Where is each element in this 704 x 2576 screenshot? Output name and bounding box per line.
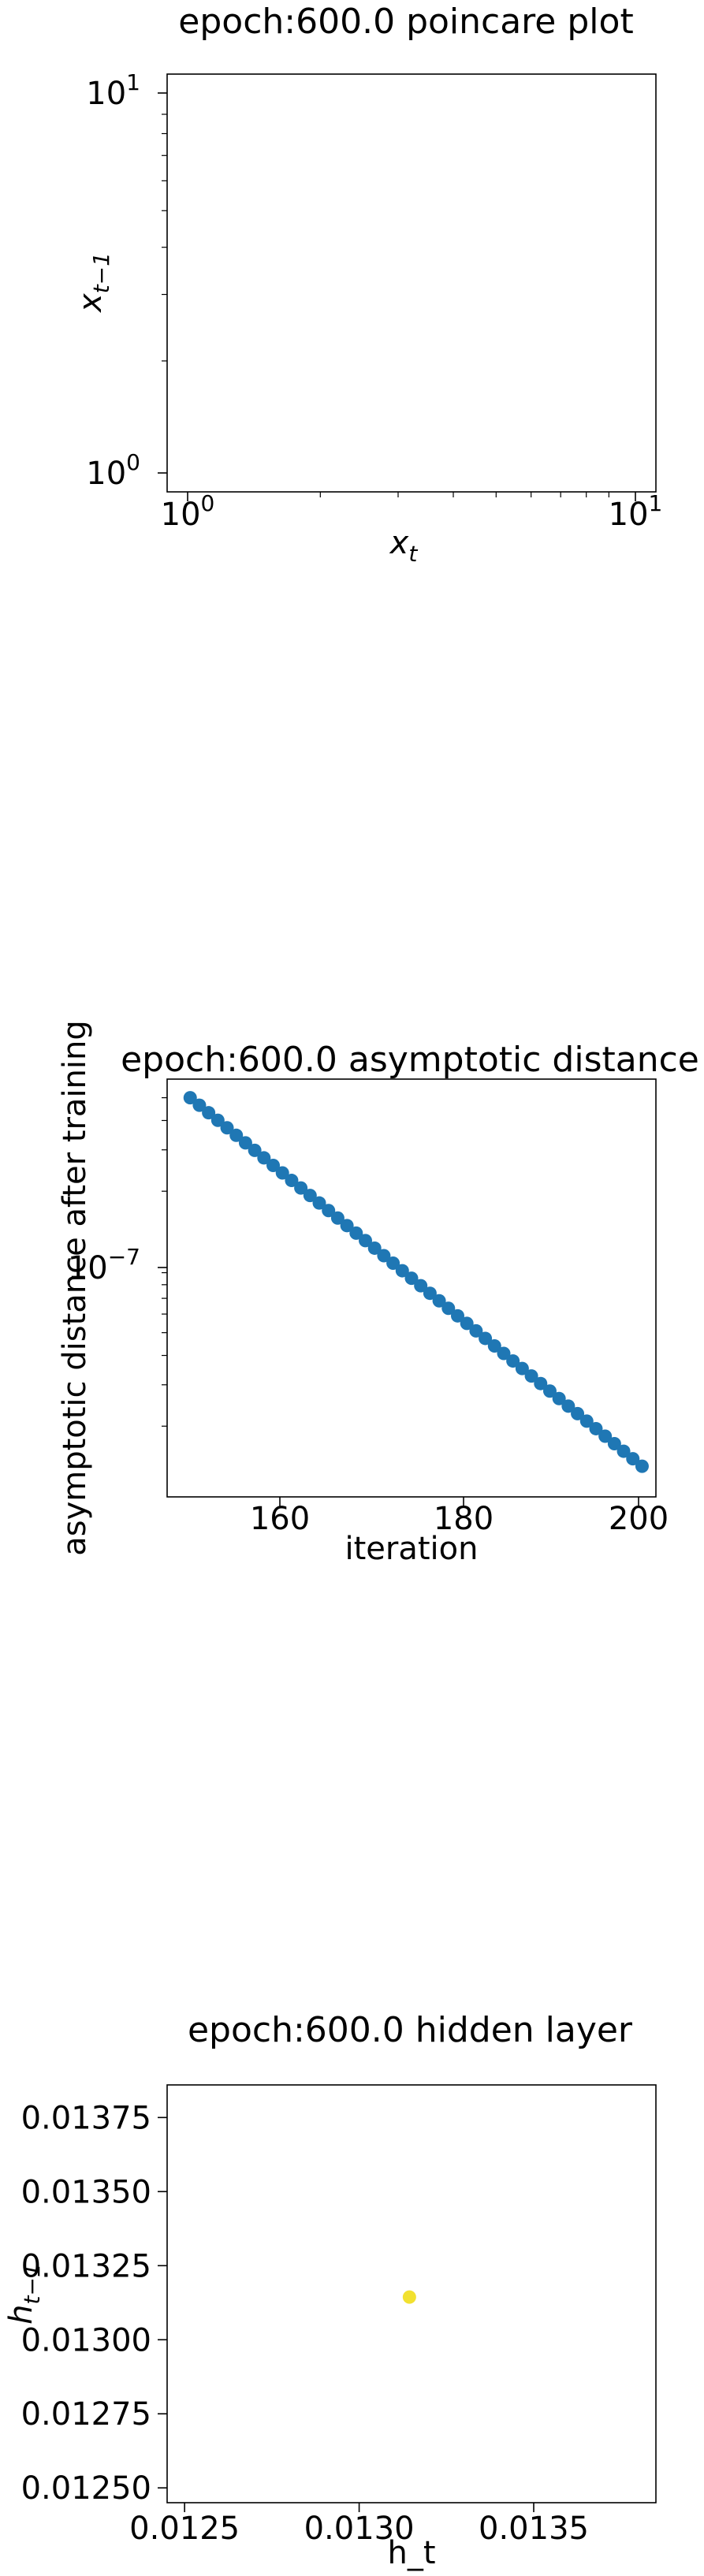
asymptotic-point <box>598 1429 613 1443</box>
asymptotic-point <box>460 1316 474 1331</box>
poincare-x-tick-label-2: 101 <box>609 490 663 533</box>
asymptotic-point <box>183 1091 197 1105</box>
hidden-layer-y-tick-label-3: 0.01300 <box>21 2322 151 2358</box>
asymptotic-point <box>579 1414 594 1428</box>
asymptotic-point <box>294 1181 308 1195</box>
asymptotic-point <box>285 1174 299 1188</box>
asymptotic-point <box>266 1158 281 1172</box>
hidden-layer-y-tick-label-2: 0.01275 <box>21 2396 151 2433</box>
asymptotic-point <box>349 1226 363 1240</box>
hidden-layer-x-tick-label-1: 0.0125 <box>129 2511 240 2547</box>
asymptotic-x-tick-label-2: 180 <box>434 1501 494 1537</box>
asymptotic-point <box>635 1459 649 1473</box>
hidden-layer-chart: epoch:600.0 hidden layer 0.0125 0.0130 0.0… <box>3 2010 657 2571</box>
asymptotic-minor-ticks <box>162 1097 167 1427</box>
asymptotic-point <box>450 1308 464 1323</box>
hidden-layer-x-tick-label-2: 0.0130 <box>304 2511 415 2547</box>
poincare-y-tick-label-2: 101 <box>86 69 140 112</box>
asymptotic-point <box>542 1384 557 1398</box>
asymptotic-point <box>414 1279 428 1293</box>
asymptotic-title: epoch:600.0 asymptotic distance <box>121 1040 699 1080</box>
asymptotic-point <box>515 1361 529 1375</box>
asymptotic-point <box>322 1204 336 1218</box>
hidden-layer-plot-frame <box>166 2084 657 2503</box>
asymptotic-x-tick-2: 180 <box>434 1497 494 1537</box>
asymptotic-point <box>192 1098 207 1112</box>
asymptotic-point <box>432 1294 446 1308</box>
poincare-minor-ticks <box>162 114 609 497</box>
asymptotic-points <box>183 1091 649 1473</box>
asymptotic-point <box>469 1323 483 1338</box>
asymptotic-point <box>229 1128 244 1142</box>
asymptotic-point <box>275 1166 289 1180</box>
asymptotic-point <box>561 1399 575 1413</box>
asymptotic-point <box>423 1286 437 1301</box>
asymptotic-point <box>487 1338 501 1353</box>
hidden-layer-y-tick-label-6: 0.01375 <box>21 2100 151 2136</box>
asymptotic-point <box>210 1113 225 1127</box>
hidden-layer-y-tick-label-1: 0.01250 <box>21 2470 151 2507</box>
asymptotic-point <box>607 1437 621 1451</box>
asymptotic-point <box>626 1452 640 1466</box>
poincare-x-tick-1: 100 <box>161 490 215 533</box>
hidden-layer-x-axis-label: h_t <box>387 2535 435 2571</box>
asymptotic-point <box>220 1121 234 1135</box>
asymptotic-point <box>248 1143 262 1157</box>
poincare-y-axis-label: xt−1 <box>73 252 114 314</box>
asymptotic-point <box>616 1444 631 1458</box>
asymptotic-point <box>238 1136 252 1150</box>
poincare-chart: epoch:600.0 poincare plot 100 101 100 10… <box>73 2 662 567</box>
asymptotic-point <box>359 1234 373 1248</box>
asymptotic-plot-frame <box>166 1078 657 1498</box>
hidden-layer-points <box>402 2290 416 2304</box>
asymptotic-point <box>303 1189 317 1203</box>
poincare-plot-frame <box>166 73 657 493</box>
hidden-layer-title: epoch:600.0 hidden layer <box>188 2010 633 2050</box>
poincare-y-tick-2: 101 <box>86 69 167 112</box>
poincare-x-axis-label: xt <box>389 525 419 567</box>
asymptotic-point <box>312 1196 326 1210</box>
asymptotic-point <box>479 1331 493 1346</box>
asymptotic-chart: epoch:600.0 asymptotic distance 160 180 … <box>57 1020 699 1567</box>
asymptotic-x-axis-label: iteration <box>345 1531 479 1567</box>
hidden-layer-x-tick-label-3: 0.0135 <box>479 2511 589 2547</box>
hidden-layer-y-axis-label: ht−1 <box>3 2263 45 2325</box>
asymptotic-point <box>534 1376 548 1390</box>
hidden-layer-y-tick-label-4: 0.01325 <box>21 2248 151 2284</box>
asymptotic-y-tick-label-1: 10−7 <box>68 1244 140 1286</box>
asymptotic-x-tick-label-1: 160 <box>250 1501 310 1537</box>
poincare-x-tick-label-1: 100 <box>161 490 215 533</box>
asymptotic-point <box>497 1346 511 1361</box>
asymptotic-point <box>340 1219 354 1233</box>
asymptotic-point <box>589 1421 603 1435</box>
asymptotic-point <box>571 1406 585 1420</box>
poincare-y-tick-1: 100 <box>86 449 167 492</box>
asymptotic-x-tick-3: 200 <box>609 1497 669 1537</box>
hidden-layer-y-tick-label-5: 0.01350 <box>21 2174 151 2210</box>
asymptotic-point <box>202 1106 216 1120</box>
asymptotic-point <box>257 1151 271 1165</box>
asymptotic-point <box>395 1264 409 1278</box>
poincare-y-tick-label-1: 100 <box>86 449 140 492</box>
hidden-layer-point <box>402 2290 416 2304</box>
asymptotic-point <box>386 1256 400 1271</box>
asymptotic-point <box>330 1211 345 1225</box>
asymptotic-x-tick-label-3: 200 <box>609 1501 669 1537</box>
asymptotic-y-axis-label: asymptotic distance after training <box>57 1020 93 1556</box>
asymptotic-point <box>404 1271 419 1286</box>
asymptotic-point <box>367 1241 382 1255</box>
asymptotic-point <box>377 1249 391 1263</box>
asymptotic-y-tick-1: 10−7 <box>68 1244 167 1286</box>
asymptotic-x-tick-1: 160 <box>250 1497 310 1537</box>
hidden-layer-ticks: 0.0125 0.0130 0.0135 0.01250 0.01275 0.01300 0… <box>21 2100 589 2547</box>
asymptotic-point <box>524 1369 538 1383</box>
poincare-title: epoch:600.0 poincare plot <box>178 2 633 42</box>
asymptotic-point <box>441 1301 456 1316</box>
asymptotic-point <box>552 1391 566 1405</box>
poincare-x-tick-2: 101 <box>609 490 663 533</box>
asymptotic-point <box>506 1354 520 1368</box>
